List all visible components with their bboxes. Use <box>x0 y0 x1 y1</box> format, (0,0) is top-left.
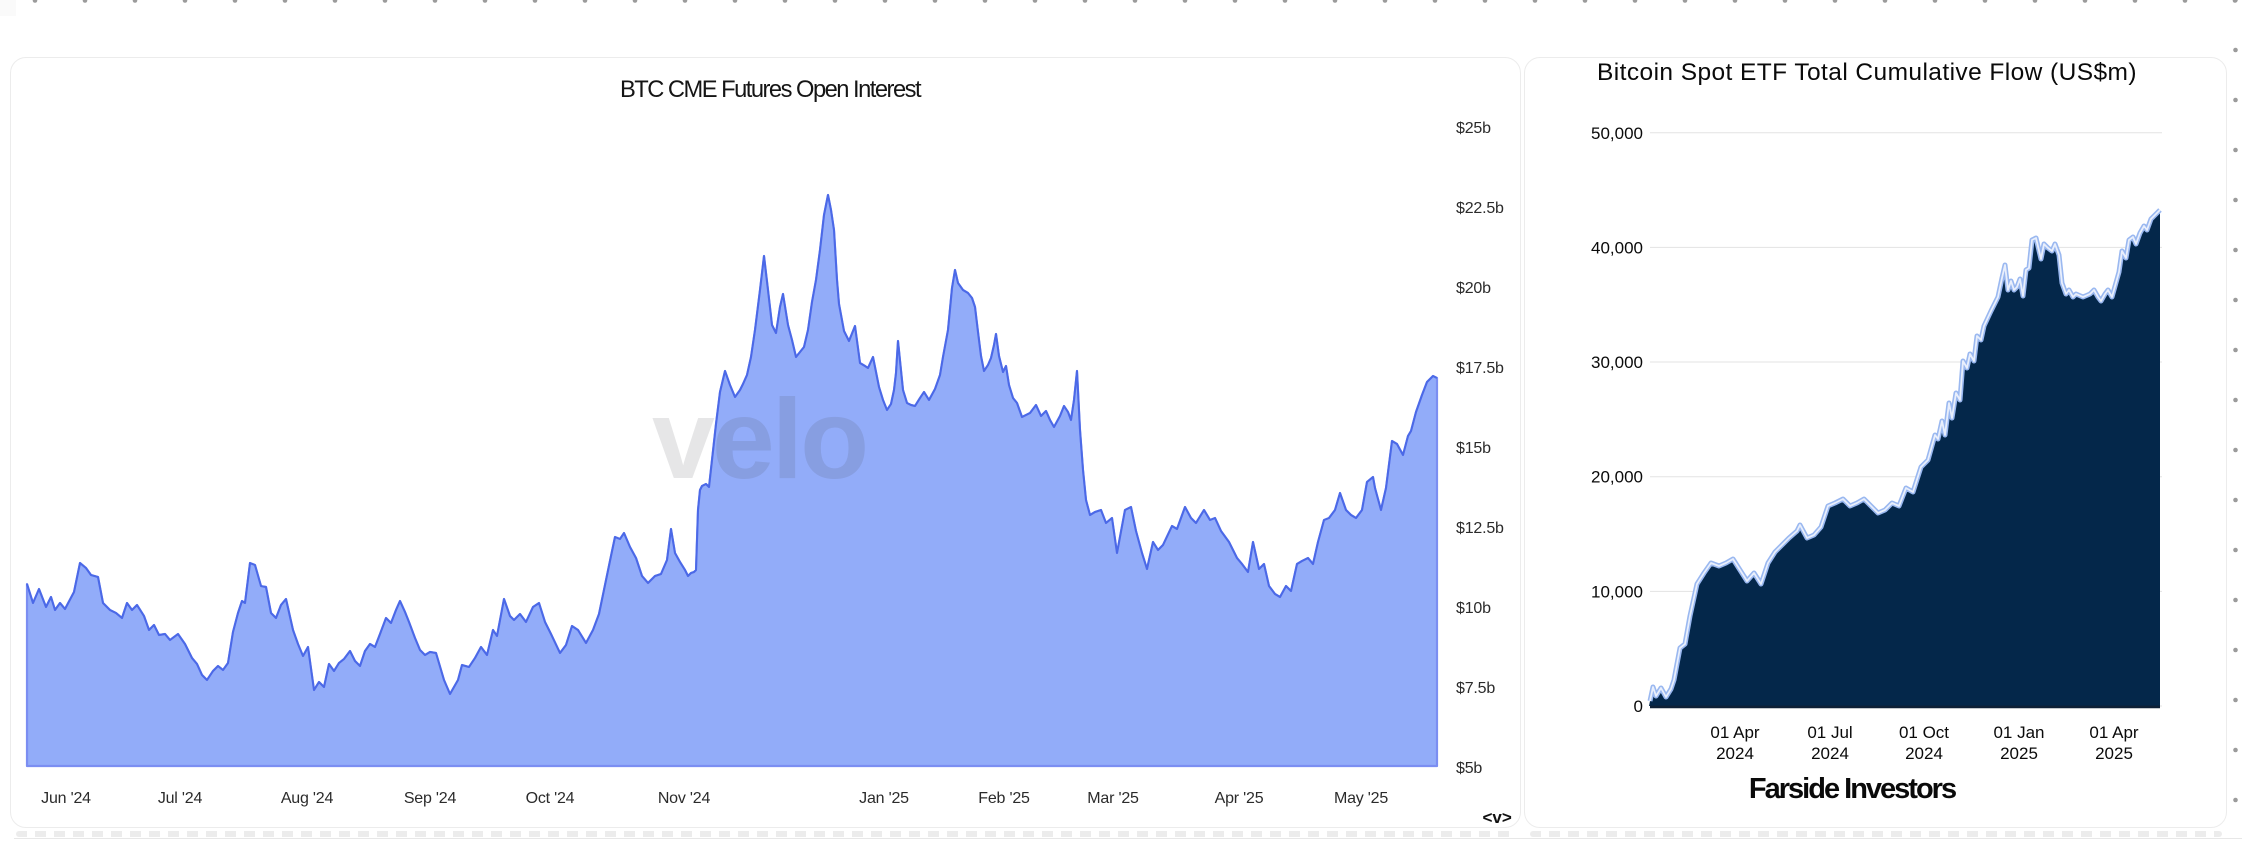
svg-text:Jun '24: Jun '24 <box>41 790 91 807</box>
svg-text:$20b: $20b <box>1456 280 1491 297</box>
svg-text:Jan '25: Jan '25 <box>859 790 909 807</box>
svg-text:Aug '24: Aug '24 <box>281 790 334 807</box>
svg-text:$17.5b: $17.5b <box>1456 360 1504 377</box>
svg-text:Feb '25: Feb '25 <box>978 790 1030 807</box>
svg-text:20,000: 20,000 <box>1591 468 1643 487</box>
svg-text:Sep '24: Sep '24 <box>404 790 457 807</box>
svg-text:2024: 2024 <box>1716 744 1754 763</box>
svg-text:$22.5b: $22.5b <box>1456 200 1504 217</box>
svg-text:2025: 2025 <box>2000 744 2038 763</box>
svg-text:01 Apr: 01 Apr <box>1710 723 1759 742</box>
svg-text:01 Apr: 01 Apr <box>2089 723 2138 742</box>
svg-text:$7.5b: $7.5b <box>1456 680 1495 697</box>
svg-text:01 Jul: 01 Jul <box>1807 723 1852 742</box>
svg-text:$25b: $25b <box>1456 120 1491 137</box>
svg-text:$15b: $15b <box>1456 440 1491 457</box>
svg-text:2025: 2025 <box>2095 744 2133 763</box>
svg-text:$12.5b: $12.5b <box>1456 520 1504 537</box>
svg-text:Nov '24: Nov '24 <box>658 790 711 807</box>
svg-text:Oct '24: Oct '24 <box>526 790 575 807</box>
svg-text:01 Jan: 01 Jan <box>1993 723 2044 742</box>
svg-text:40,000: 40,000 <box>1591 238 1643 257</box>
svg-text:Mar '25: Mar '25 <box>1087 790 1139 807</box>
svg-text:50,000: 50,000 <box>1591 124 1643 143</box>
svg-text:2024: 2024 <box>1905 744 1943 763</box>
svg-text:10,000: 10,000 <box>1591 582 1643 601</box>
svg-text:01 Oct: 01 Oct <box>1899 723 1949 742</box>
svg-text:30,000: 30,000 <box>1591 353 1643 372</box>
svg-text:Jul '24: Jul '24 <box>158 790 203 807</box>
svg-text:Apr '25: Apr '25 <box>1215 790 1264 807</box>
svg-text:May '25: May '25 <box>1334 790 1388 807</box>
svg-text:$10b: $10b <box>1456 600 1491 617</box>
svg-text:2024: 2024 <box>1811 744 1849 763</box>
svg-text:$5b: $5b <box>1456 760 1482 777</box>
svg-text:0: 0 <box>1634 697 1643 716</box>
